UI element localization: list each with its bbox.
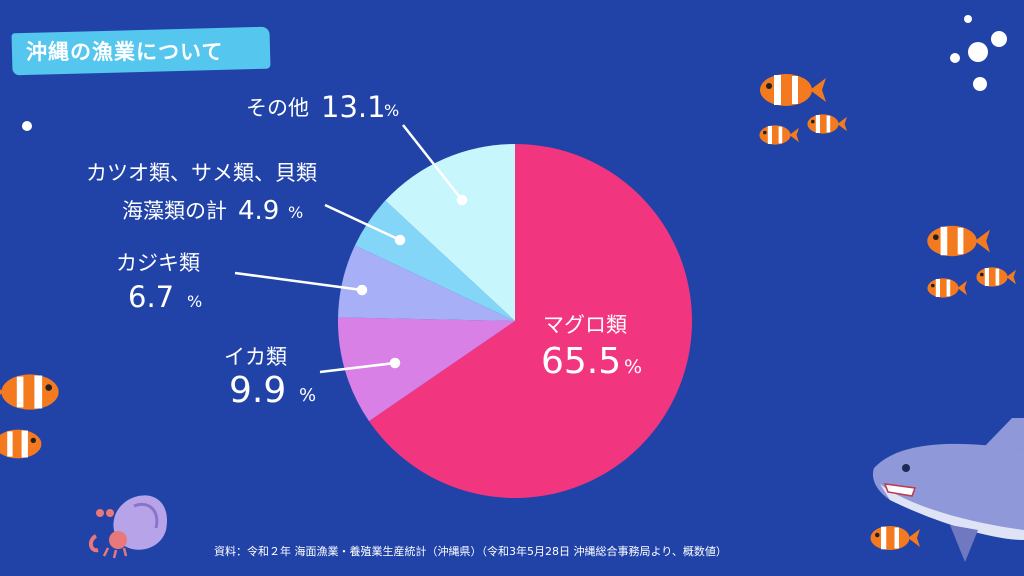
label-ika-name: イカ類: [224, 345, 287, 369]
label-kajiki-name: カジキ類: [116, 251, 200, 275]
source-note: 資料：令和２年 海面漁業・養殖業生産統計（沖縄県）（令和3年5月28日 沖縄総合…: [214, 545, 727, 558]
slice-ika: [338, 317, 515, 422]
clownfish-icon: [760, 74, 826, 106]
shark-icon: [872, 418, 1024, 562]
bubble: [968, 42, 988, 62]
label-other-percent: %: [384, 101, 399, 120]
label-kajiki-value: 6.7: [128, 280, 174, 314]
slice-katsuo-etc: [354, 200, 515, 321]
clownfish-icon: [0, 429, 42, 459]
leader-dot-other: [456, 194, 468, 206]
leader-lines: [234, 124, 468, 374]
leader-dot-ika: [389, 357, 401, 369]
label-katsuo-percent: %: [288, 203, 303, 222]
clownfish-icon: [0, 374, 59, 410]
slice-other: [385, 144, 515, 321]
label-maguro-percent: %: [624, 356, 642, 378]
slice-kajiki: [338, 245, 515, 321]
label-other-value: 13.1: [321, 90, 386, 124]
clownfish-icon: [759, 125, 799, 145]
pie-slices: [338, 144, 693, 498]
leader-line-kajiki: [234, 271, 363, 292]
bubble: [964, 15, 972, 23]
bubble: [973, 77, 987, 91]
leader-dot-kajiki: [356, 284, 368, 296]
page-title: 沖縄の漁業について: [26, 40, 224, 64]
clownfish-icon: [976, 267, 1016, 287]
label-katsuo-value: 4.9: [238, 196, 279, 226]
label-other-name: その他: [246, 96, 309, 120]
leader-line-katsuo: [324, 203, 401, 242]
clownfish-icon: [807, 114, 847, 134]
label-ika-percent: %: [299, 385, 316, 406]
label-katsuo-line1: カツオ類、サメ類、貝類: [86, 161, 317, 185]
bubbles: [22, 15, 1007, 131]
clownfish-icon: [927, 278, 967, 298]
label-maguro-value: 65.5: [541, 341, 621, 382]
label-kajiki-percent: %: [187, 292, 202, 311]
clownfish-icon: [870, 526, 920, 550]
label-maguro-name: マグロ類: [543, 313, 627, 337]
leader-dot-katsuo: [394, 234, 406, 246]
slice-maguro: [369, 144, 693, 498]
hermit-crab-icon: [89, 495, 168, 559]
bubble: [950, 53, 960, 63]
bubble: [22, 121, 32, 131]
label-katsuo-line2: 海藻類の計: [122, 199, 227, 223]
leader-line-other: [402, 124, 463, 201]
bubble: [991, 31, 1007, 47]
clownfish-icon: [927, 225, 990, 257]
leader-line-ika: [319, 361, 396, 374]
label-ika-value: 9.9: [229, 370, 286, 411]
